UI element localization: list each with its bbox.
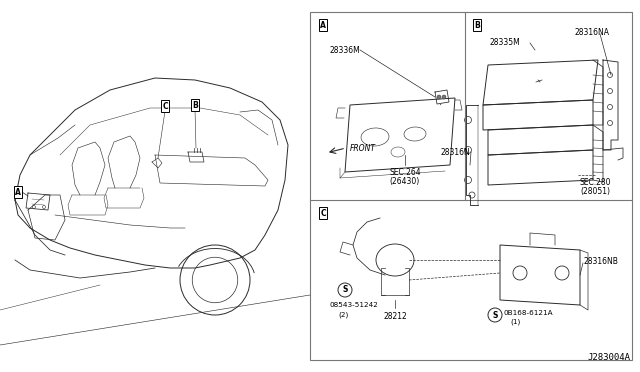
Text: SEC.264: SEC.264 bbox=[389, 168, 421, 177]
Text: (28051): (28051) bbox=[580, 187, 610, 196]
Circle shape bbox=[437, 95, 441, 99]
Text: FRONT: FRONT bbox=[350, 144, 376, 153]
Text: A: A bbox=[15, 187, 21, 196]
Text: 28335M: 28335M bbox=[490, 38, 521, 46]
Text: 28316NA: 28316NA bbox=[575, 28, 610, 36]
Text: 08543-51242: 08543-51242 bbox=[330, 302, 379, 308]
Bar bbox=[310, 12, 632, 360]
Text: (26430): (26430) bbox=[390, 177, 420, 186]
Circle shape bbox=[442, 95, 446, 99]
Text: 28212: 28212 bbox=[383, 312, 407, 321]
Text: 28336M: 28336M bbox=[330, 45, 361, 55]
Text: B: B bbox=[192, 100, 198, 109]
Text: 28316N: 28316N bbox=[440, 148, 470, 157]
Text: 28316NB: 28316NB bbox=[584, 257, 619, 266]
Text: (1): (1) bbox=[510, 319, 520, 325]
Text: SEC.280: SEC.280 bbox=[579, 178, 611, 187]
Text: C: C bbox=[320, 208, 326, 218]
Text: A: A bbox=[320, 20, 326, 29]
Text: 0B168-6121A: 0B168-6121A bbox=[504, 310, 554, 316]
Text: (2): (2) bbox=[338, 311, 348, 317]
Text: J283004A: J283004A bbox=[587, 353, 630, 362]
Text: B: B bbox=[474, 20, 480, 29]
Text: S: S bbox=[342, 285, 348, 295]
Text: C: C bbox=[162, 102, 168, 110]
Text: S: S bbox=[492, 311, 498, 320]
